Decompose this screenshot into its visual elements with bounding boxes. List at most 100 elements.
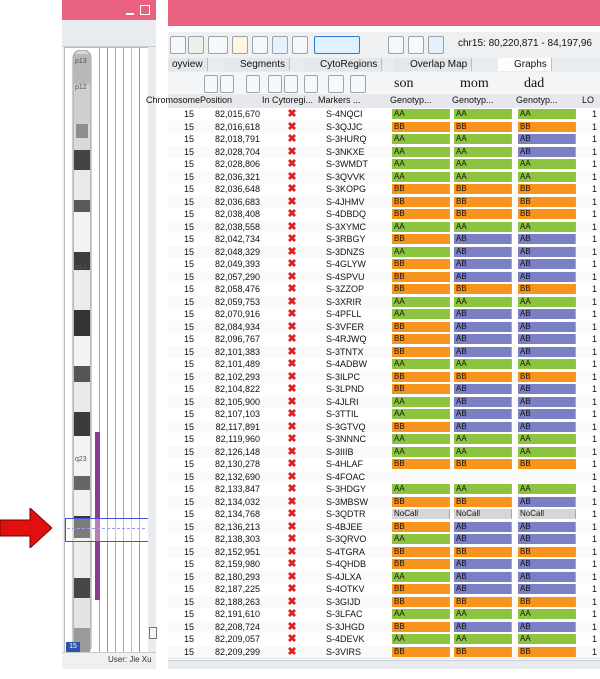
tab-graphs[interactable]: Graphs <box>498 58 552 71</box>
table-row[interactable]: 15 82,209,299 ✖ S-3VIRS BB BB BB 1 <box>168 645 600 659</box>
left-scrollbar[interactable] <box>148 47 157 657</box>
header-position[interactable]: Position <box>200 95 233 105</box>
table-row[interactable]: 15 82,138,303 ✖ S-3QRVO AA AB AB 1 <box>168 533 600 547</box>
marker-cell: S-3HDGY <box>326 484 367 494</box>
table-row[interactable]: 15 82,152,951 ✖ S-4TGRA BB BB BB 1 <box>168 545 600 559</box>
view-icon[interactable] <box>284 75 298 93</box>
sort-icon[interactable] <box>188 36 204 54</box>
image-icon[interactable] <box>328 75 344 93</box>
band-label-p13: p13 <box>75 58 87 65</box>
header-genotype-son[interactable]: Genotyp... <box>390 95 432 105</box>
table-row[interactable]: 15 82,132,690 ✖ S-4FOAC 1 <box>168 470 600 484</box>
export-icon[interactable] <box>388 36 404 54</box>
table-row[interactable]: 15 82,105,900 ✖ S-4JLRI AA AB AB 1 <box>168 395 600 409</box>
maximize-icon[interactable] <box>140 5 150 15</box>
filter-icon[interactable] <box>292 36 308 54</box>
table-row[interactable]: 15 82,187,225 ✖ S-4OTKV BB AB AB 1 <box>168 583 600 597</box>
table-row[interactable]: 15 82,209,057 ✖ S-4DEVK AA AA AA 1 <box>168 633 600 647</box>
table-row[interactable]: 15 82,107,103 ✖ S-3TTIL AA AB AB 1 <box>168 408 600 422</box>
sum-icon[interactable] <box>246 75 260 93</box>
help-icon[interactable] <box>428 36 444 54</box>
position-cell: 82,180,293 <box>214 571 260 582</box>
table-row[interactable]: 15 82,133,847 ✖ S-3HDGY AA AA AA 1 <box>168 483 600 497</box>
paint-icon[interactable] <box>232 36 248 54</box>
table-row[interactable]: 15 82,180,293 ✖ S-4JLXA AA AB AB 1 <box>168 570 600 584</box>
table-row[interactable]: 15 82,134,768 ✖ S-3QDTR NoCall NoCall NoCall 1 <box>168 508 600 522</box>
table-row[interactable]: 15 82,070,916 ✖ S-4PFLL AA AB AB 1 <box>168 308 600 322</box>
header-lo[interactable]: LO <box>582 95 595 105</box>
table-row[interactable]: 15 82,042,734 ✖ S-3RBGY BB AB AB 1 <box>168 233 600 247</box>
table-row[interactable]: 15 82,130,278 ✖ S-4HLAF BB BB BB 1 <box>168 458 600 472</box>
chromosome-cell: 15 <box>183 134 194 144</box>
chromosome-ideogram <box>72 50 92 655</box>
table-row[interactable]: 15 82,038,408 ✖ S-4DBDQ BB BB BB 1 <box>168 208 600 222</box>
table-row[interactable]: 15 82,018,791 ✖ S-3HURQ AA AA AB 1 <box>168 133 600 147</box>
lo-cell: 1 <box>592 246 598 257</box>
table-row[interactable]: 15 82,102,293 ✖ S-3ILPC BB BB BB 1 <box>168 370 600 384</box>
table-row[interactable]: 15 82,048,329 ✖ S-3DNZS AA AB AB 1 <box>168 245 600 259</box>
lo-cell: 1 <box>592 421 598 432</box>
navigate-arrows-button[interactable] <box>314 36 360 54</box>
column-select-icon[interactable] <box>268 75 282 93</box>
table-row[interactable]: 15 82,038,558 ✖ S-3XYMC AA AA AA 1 <box>168 220 600 234</box>
table-row[interactable]: 15 82,059,753 ✖ S-3XRIR AA AA AA 1 <box>168 295 600 309</box>
header-markers[interactable]: Markers ... <box>318 95 361 105</box>
bars-icon[interactable] <box>208 36 228 54</box>
header-genotype-mom[interactable]: Genotyp... <box>452 95 494 105</box>
table-row[interactable]: 15 82,101,383 ✖ S-3TNTX BB AB AB 1 <box>168 345 600 359</box>
chromosome-cell: 15 <box>183 271 194 282</box>
columns-icon[interactable] <box>220 75 234 93</box>
table-row[interactable]: 15 82,208,724 ✖ S-3JHGD BB AB AB 1 <box>168 620 600 634</box>
tab-overlap-map[interactable]: Overlap Map <box>394 58 473 71</box>
region-field[interactable]: chr15: 80,220,871 - 84,197,96 <box>458 38 592 49</box>
not-in-cytoregion-icon: ✖ <box>287 433 297 445</box>
layout-icon[interactable] <box>304 75 318 93</box>
horizontal-scrollbar[interactable] <box>168 660 600 669</box>
table-row[interactable]: 15 82,188,263 ✖ S-3GIJD BB BB BB 1 <box>168 595 600 609</box>
toolbar-button[interactable] <box>170 36 186 54</box>
chart-icon[interactable] <box>350 75 366 93</box>
table-row[interactable]: 15 82,136,213 ✖ S-4BJEE BB AB AB 1 <box>168 520 600 534</box>
header-in-cytoregion[interactable]: In Cytoregi... <box>262 95 314 105</box>
table-row[interactable]: 15 82,057,290 ✖ S-4SPVU BB AB AB 1 <box>168 270 600 284</box>
table-row[interactable]: 15 82,119,960 ✖ S-3NNNC AA AA AA 1 <box>168 433 600 447</box>
table-row[interactable]: 15 82,036,683 ✖ S-4JHMV BB BB BB 1 <box>168 195 600 209</box>
table-row[interactable]: 15 82,016,618 ✖ S-3QJJC BB BB BB 1 <box>168 120 600 134</box>
table-row[interactable]: 15 82,096,767 ✖ S-4RJWQ BB AB AB 1 <box>168 333 600 347</box>
table-row[interactable]: 15 82,101,489 ✖ S-4ADBW AA AA AA 1 <box>168 358 600 372</box>
refresh-icon[interactable] <box>272 36 288 54</box>
table-row[interactable]: 15 82,058,476 ✖ S-3ZZOP BB BB BB 1 <box>168 283 600 297</box>
table-row[interactable]: 15 82,028,704 ✖ S-3NKXE AA AA AB 1 <box>168 145 600 159</box>
table-row[interactable]: 15 82,104,822 ✖ S-3LPND BB AB AB 1 <box>168 383 600 397</box>
cytoregion-bar[interactable] <box>95 432 100 600</box>
header-genotype-dad[interactable]: Genotyp... <box>516 95 558 105</box>
table-icon[interactable] <box>252 36 268 54</box>
selected-region-box[interactable] <box>65 518 149 542</box>
tab-overview[interactable]: oyview <box>168 58 208 71</box>
table-row[interactable]: 15 82,159,980 ✖ S-4QHDB BB AB AB 1 <box>168 558 600 572</box>
marker-cell: S-4QHDB <box>326 559 367 569</box>
table-row[interactable]: 15 82,015,670 ✖ S-4NQCI AA AA AA 1 <box>168 108 600 122</box>
minimize-icon[interactable] <box>126 5 134 15</box>
table-row[interactable]: 15 82,036,648 ✖ S-3KOPG BB BB BB 1 <box>168 183 600 197</box>
table-row[interactable]: 15 82,191,610 ✖ S-3LFAC AA AA AA 1 <box>168 608 600 622</box>
download-icon[interactable] <box>408 36 424 54</box>
table-row[interactable]: 15 82,134,032 ✖ S-3MBSW BB BB AB 1 <box>168 495 600 509</box>
table-row[interactable]: 15 82,117,891 ✖ S-3GTVQ BB AB AB 1 <box>168 420 600 434</box>
header-chromosome[interactable]: Chromosome <box>146 95 201 105</box>
tab-cytoregions[interactable]: CytoRegions <box>304 58 383 71</box>
chromosome-ideogram-area[interactable]: p13 p12 q12 q14 q23 <box>64 47 150 659</box>
genotype-dad-cell: AB <box>518 334 576 344</box>
chromosome-cell: 15 <box>183 259 194 269</box>
genotype-son-cell: BB <box>392 546 450 557</box>
table-row[interactable]: 15 82,036,321 ✖ S-3QVVK AA AA AA 1 <box>168 170 600 184</box>
table-row[interactable]: 15 82,049,393 ✖ S-4GLYW BB AB AB 1 <box>168 258 600 272</box>
table-row[interactable]: 15 82,084,934 ✖ S-3VFER BB AB AB 1 <box>168 320 600 334</box>
not-in-cytoregion-icon: ✖ <box>287 508 297 520</box>
table-row[interactable]: 15 82,028,806 ✖ S-3WMDT AA AA AA 1 <box>168 158 600 172</box>
scroll-arrow-icon[interactable] <box>149 627 157 639</box>
table-row[interactable]: 15 82,126,148 ✖ S-3IIIB AA AA AA 1 <box>168 445 600 459</box>
genotype-table: 15 82,015,670 ✖ S-4NQCI AA AA AA 1 15 82,016,618 ✖… <box>168 108 600 660</box>
grid-icon[interactable] <box>204 75 218 93</box>
tab-segments[interactable]: Segments <box>224 58 291 71</box>
